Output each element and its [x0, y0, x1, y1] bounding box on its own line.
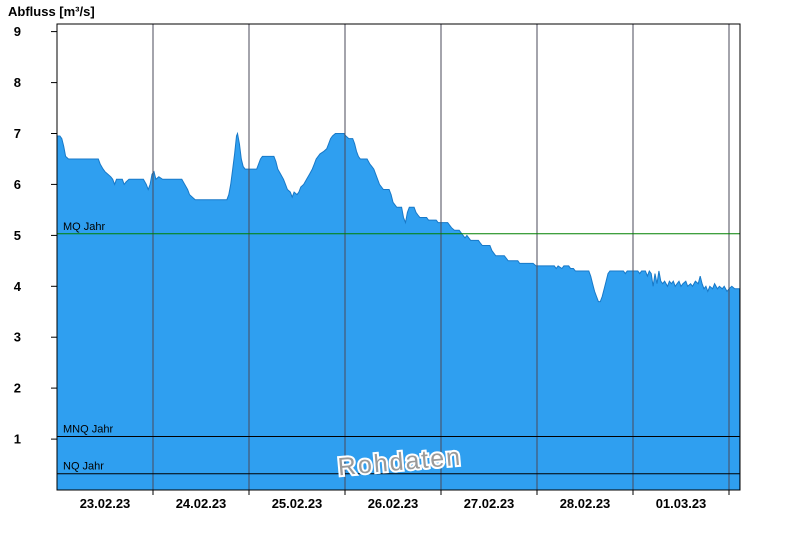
- y-tick-label: 8: [14, 75, 21, 90]
- x-tick-label: 23.02.23: [80, 496, 131, 511]
- y-tick-label: 4: [14, 279, 22, 294]
- ref-line-label: MQ Jahr: [63, 221, 106, 233]
- x-tick-label: 27.02.23: [464, 496, 515, 511]
- discharge-area: [56, 131, 740, 491]
- plot-frame: [56, 23, 741, 491]
- y-tick-label: 7: [14, 126, 21, 141]
- y-tick-label: 9: [14, 24, 21, 39]
- x-tick-label: 24.02.23: [176, 496, 227, 511]
- y-tick-label: 2: [14, 381, 21, 396]
- x-tick-label: 01.03.23: [656, 496, 707, 511]
- ref-line-label: NQ Jahr: [63, 461, 104, 473]
- y-tick-label: 3: [14, 330, 21, 345]
- x-tick-label: 26.02.23: [368, 496, 419, 511]
- chart-title: Abfluss [m³/s]: [8, 4, 95, 19]
- x-tick-label: 28.02.23: [560, 496, 611, 511]
- ref-line-label: MNQ Jahr: [63, 424, 113, 436]
- y-tick-label: 1: [14, 432, 21, 447]
- x-tick-label: 25.02.23: [272, 496, 323, 511]
- y-tick-label: 5: [14, 228, 21, 243]
- y-tick-label: 6: [14, 177, 21, 192]
